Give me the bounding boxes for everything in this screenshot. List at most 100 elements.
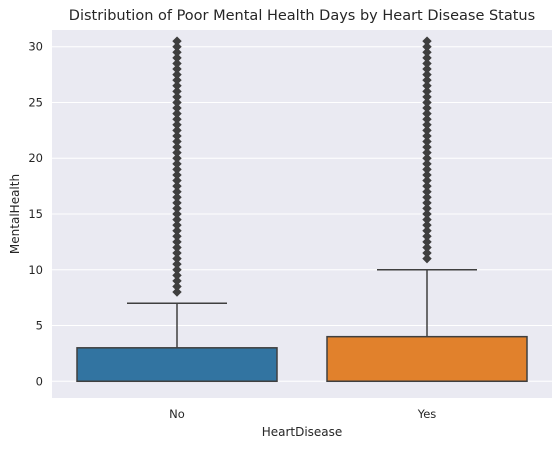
y-tick-label: 10 [28, 263, 43, 277]
outlier-point [172, 125, 182, 136]
outlier-point [172, 97, 182, 108]
outlier-point [172, 147, 182, 158]
outlier-point [172, 164, 182, 175]
outlier-point [422, 253, 432, 264]
outlier-point [422, 64, 432, 74]
outlier-point [422, 192, 432, 202]
y-tick-label: 25 [28, 95, 43, 109]
outlier-point [422, 226, 432, 236]
outlier-point [422, 220, 432, 230]
box [326, 335, 528, 383]
outlier-point [422, 231, 432, 242]
outlier-point [172, 131, 182, 141]
outlier-point [172, 270, 182, 281]
outlier-point [172, 108, 182, 119]
y-tick-label: 30 [28, 40, 43, 54]
x-tick-label: Yes [417, 407, 437, 421]
outlier-point [422, 86, 432, 97]
y-tick-label: 5 [36, 319, 43, 333]
y-tick-label: 15 [28, 207, 43, 221]
outlier-point [422, 198, 432, 208]
x-axis-ticks: No Yes [169, 407, 436, 421]
outlier-point [422, 237, 432, 247]
outlier-point [172, 53, 182, 63]
outlier-point [172, 175, 182, 186]
outlier-point [422, 97, 432, 108]
outlier-point [172, 209, 182, 219]
outlier-point [422, 203, 432, 214]
outlier-point [172, 92, 182, 102]
outlier-point [172, 136, 182, 147]
outlier-point [422, 131, 432, 141]
outlier-point [422, 81, 432, 91]
outlier-point [172, 47, 182, 58]
outlier-point [422, 125, 432, 136]
outlier-point [422, 36, 432, 46]
outlier-point [422, 170, 432, 180]
outlier-point [172, 237, 182, 247]
outlier-point [422, 58, 432, 69]
y-axis-label: MentalHealth [8, 174, 22, 254]
outlier-point [422, 53, 432, 63]
outlier-point [172, 153, 182, 163]
outlier-point [422, 153, 432, 163]
outlier-point [172, 248, 182, 258]
x-tick-label: No [169, 407, 185, 421]
y-axis-ticks: 0 5 10 15 20 25 30 [28, 40, 43, 389]
outlier-point [172, 192, 182, 202]
outlier-point [172, 242, 182, 253]
outlier-point [172, 69, 182, 80]
outlier-point [172, 86, 182, 97]
box-group-no [76, 36, 278, 383]
outlier-point [422, 164, 432, 175]
outlier-point [172, 214, 182, 225]
outlier-point [172, 36, 182, 46]
outlier-point [172, 42, 182, 52]
outlier-point [172, 114, 182, 124]
outlier-point [422, 242, 432, 253]
outlier-point [172, 81, 182, 91]
outlier-point [422, 142, 432, 152]
outlier-point [172, 75, 182, 85]
outlier-point [172, 253, 182, 264]
outlier-point [422, 114, 432, 124]
outlier-point [422, 248, 432, 258]
boxes [76, 36, 528, 383]
outlier-point [172, 58, 182, 69]
outlier-point [172, 186, 182, 197]
outlier-point [172, 259, 182, 269]
outlier-point [422, 75, 432, 85]
outlier-point [422, 108, 432, 119]
outlier-point [172, 220, 182, 230]
outlier-point [172, 159, 182, 169]
outlier-point [422, 103, 432, 113]
outlier-point [172, 198, 182, 208]
chart-title: Distribution of Poor Mental Health Days … [69, 8, 535, 24]
outlier-point [172, 142, 182, 152]
outlier-point [172, 170, 182, 180]
outlier-point [172, 103, 182, 113]
outlier-point [172, 276, 182, 286]
outlier-point [422, 147, 432, 158]
x-axis-label: HeartDisease [262, 425, 343, 439]
outlier-point [172, 203, 182, 214]
outlier-point [422, 69, 432, 80]
outlier-point [172, 281, 182, 292]
outlier-point [422, 209, 432, 219]
box [76, 347, 278, 383]
outlier-point [172, 265, 182, 275]
box-group-yes [326, 36, 528, 383]
outlier-point [422, 136, 432, 147]
outlier-point [172, 231, 182, 242]
outlier-point [422, 181, 432, 191]
outlier-point [422, 42, 432, 52]
outlier-point [422, 92, 432, 102]
outlier-point [172, 287, 182, 297]
outlier-point [422, 175, 432, 186]
outlier-point [172, 64, 182, 74]
outlier-point [422, 47, 432, 58]
outlier-point [422, 186, 432, 197]
y-tick-label: 0 [36, 374, 43, 388]
outlier-point [172, 120, 182, 130]
